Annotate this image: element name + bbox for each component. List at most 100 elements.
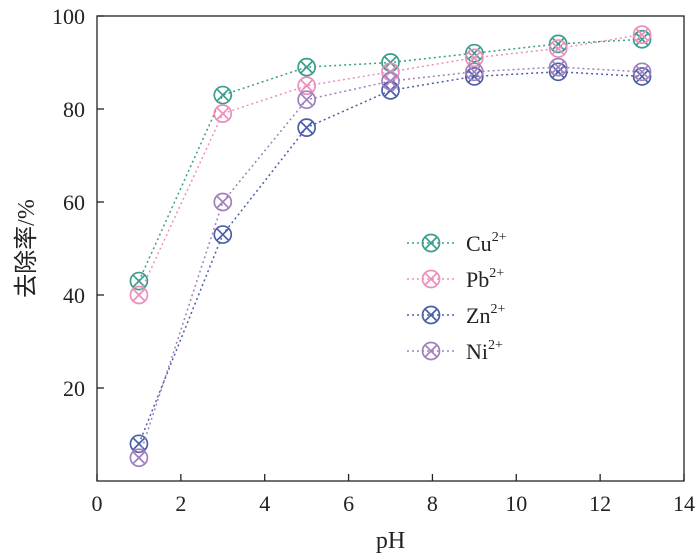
marker-circle xyxy=(548,39,568,58)
marker-cross xyxy=(424,308,438,322)
legend-marker xyxy=(421,269,441,289)
data-point-zn xyxy=(465,67,484,86)
data-point-pb xyxy=(632,25,652,44)
marker-circle xyxy=(465,43,484,63)
data-point-ni xyxy=(632,62,652,82)
data-point-zn xyxy=(213,225,233,244)
marker-circle xyxy=(632,62,652,82)
marker-circle xyxy=(213,85,233,105)
data-point-zn xyxy=(129,434,149,454)
series-ni xyxy=(129,57,652,468)
marker-circle xyxy=(129,285,149,305)
data-point-ni xyxy=(465,62,484,82)
data-point-ni xyxy=(548,57,568,77)
legend-label: Zn2+ xyxy=(466,302,505,328)
marker-circle xyxy=(297,57,316,77)
legend-label: Cu2+ xyxy=(466,230,507,256)
data-point-cu xyxy=(465,43,484,63)
marker-cross xyxy=(132,451,146,465)
legend-item-ni: Ni2+ xyxy=(407,338,503,364)
data-point-pb xyxy=(465,48,484,68)
marker-cross xyxy=(635,27,649,42)
marker-cross xyxy=(551,41,565,56)
data-point-zn xyxy=(632,67,652,86)
marker-cross xyxy=(216,227,230,242)
marker-cross xyxy=(424,236,438,250)
marker-cross xyxy=(635,32,649,46)
marker-cross xyxy=(467,51,482,65)
marker-cross xyxy=(551,60,565,74)
marker-circle xyxy=(129,271,149,291)
series-cu xyxy=(129,29,652,291)
marker-circle xyxy=(129,434,149,454)
y-tick-label: 40 xyxy=(63,283,85,308)
marker-cross xyxy=(299,92,314,107)
x-tick-label: 0 xyxy=(92,491,103,516)
marker-circle xyxy=(297,118,316,137)
marker-circle xyxy=(632,67,652,86)
series-zn xyxy=(129,62,652,454)
marker-cross xyxy=(299,120,314,135)
marker-circle xyxy=(213,104,233,124)
marker-cross xyxy=(424,272,438,286)
marker-cross xyxy=(383,74,398,88)
x-tick-label: 8 xyxy=(427,491,438,516)
marker-circle xyxy=(421,341,441,361)
data-point-pb xyxy=(213,104,233,124)
data-point-cu xyxy=(297,57,316,77)
x-tick-label: 2 xyxy=(175,491,186,516)
marker-cross xyxy=(216,88,230,102)
legend: Cu2+ Pb2+ Zn2+ Ni2+ xyxy=(407,230,507,364)
data-point-ni xyxy=(297,90,316,110)
data-point-ni xyxy=(129,448,149,468)
marker-circle xyxy=(465,48,484,68)
legend-item-pb: Pb2+ xyxy=(407,266,504,292)
y-axis-label: 去除率/% xyxy=(13,199,40,298)
marker-circle xyxy=(548,57,568,77)
marker-cross xyxy=(551,65,565,79)
series-layer xyxy=(129,25,652,468)
x-tick-label: 6 xyxy=(343,491,354,516)
axes: 0 2 4 6 8 10 12 14 20 40 60 80 100 pH 去除率/% xyxy=(13,4,695,554)
data-point-zn xyxy=(297,118,316,137)
data-point-pb xyxy=(548,39,568,58)
legend-superscript: 2+ xyxy=(488,338,503,353)
marker-circle xyxy=(381,71,400,91)
legend-item-cu: Cu2+ xyxy=(407,230,507,256)
marker-circle xyxy=(213,192,233,212)
legend-superscript: 2+ xyxy=(489,266,504,281)
data-point-pb xyxy=(297,76,316,96)
marker-cross xyxy=(424,344,438,358)
legend-label: Ni2+ xyxy=(466,338,503,364)
y-tick-label: 100 xyxy=(52,4,85,29)
marker-circle xyxy=(297,90,316,110)
series-line-ni xyxy=(138,66,643,459)
x-tick-label: 14 xyxy=(673,491,695,516)
legend-marker xyxy=(421,233,441,253)
marker-circle xyxy=(465,62,484,82)
marker-circle xyxy=(548,62,568,82)
data-point-cu xyxy=(632,29,652,49)
x-tick-label: 12 xyxy=(589,491,611,516)
marker-cross xyxy=(132,437,146,451)
series-line-zn xyxy=(138,71,643,445)
marker-circle xyxy=(632,29,652,49)
legend-superscript: 2+ xyxy=(490,302,505,317)
marker-cross xyxy=(467,69,482,84)
y-tick-label: 60 xyxy=(63,190,85,215)
marker-cross xyxy=(216,106,230,121)
x-tick-label: 4 xyxy=(259,491,270,516)
marker-cross xyxy=(132,274,146,288)
legend-marker xyxy=(421,305,441,325)
y-tick-label: 80 xyxy=(63,97,85,122)
marker-circle xyxy=(213,225,233,244)
marker-circle xyxy=(421,269,441,289)
marker-cross xyxy=(635,69,649,84)
marker-cross xyxy=(299,79,314,93)
marker-cross xyxy=(635,65,649,79)
marker-circle xyxy=(129,448,149,468)
marker-cross xyxy=(299,60,314,74)
marker-circle xyxy=(548,34,568,54)
marker-circle xyxy=(465,67,484,86)
